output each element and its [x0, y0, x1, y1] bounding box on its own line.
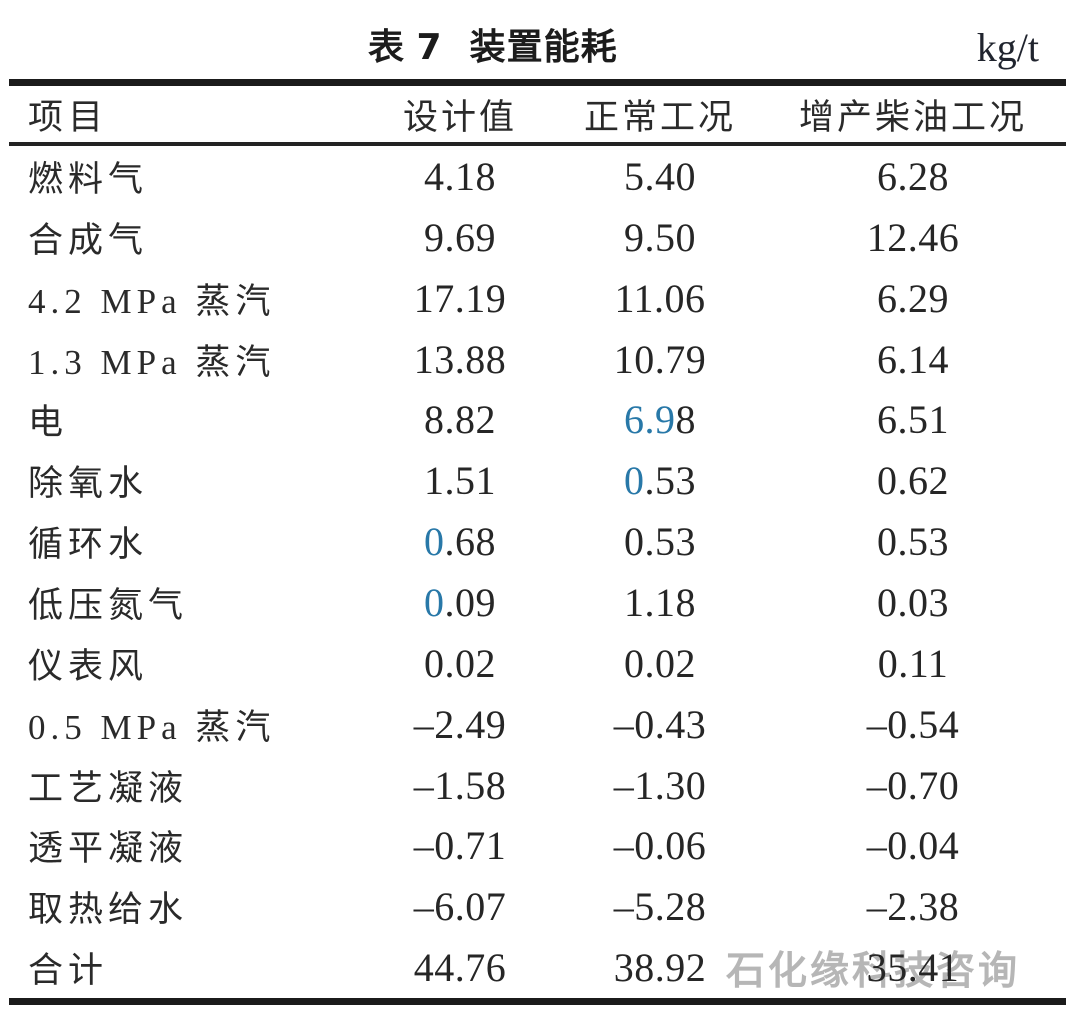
table-row: 透平凝液 –0.71 –0.06 –0.04	[9, 815, 1066, 876]
cell-value: 6.51	[877, 397, 949, 443]
table-header-row: 项目 设计值 正常工况 增产柴油工况	[9, 79, 1066, 146]
cell-value: 6.14	[877, 336, 949, 382]
cell-value: 9.69	[424, 214, 496, 260]
cell-value: 5.40	[624, 153, 696, 199]
cell-value: 12.46	[866, 214, 960, 260]
cell-value: –0.54	[866, 701, 960, 747]
cell-value: –2.49	[413, 701, 507, 747]
table-row: 电 8.82 6.98 6.51	[9, 389, 1066, 450]
row-label: 合成气	[28, 220, 149, 260]
column-header-design-value: 设计值	[402, 97, 517, 137]
cell-value: 38.92	[613, 945, 707, 991]
cell-value: –0.70	[866, 762, 960, 808]
table-row: 1.3 MPa 蒸汽 13.88 10.79 6.14	[9, 329, 1066, 390]
table-row: 燃料气 4.18 5.40 6.28	[9, 146, 1066, 207]
cell-value: –0.06	[613, 823, 707, 869]
cell-value: –0.43	[613, 701, 707, 747]
table-title-text: 装置能耗	[469, 27, 618, 68]
table-row: 工艺凝液 –1.58 –1.30 –0.70	[9, 755, 1066, 816]
cell-value: 0.62	[877, 458, 949, 504]
cell-value: –1.30	[613, 762, 707, 808]
row-label: 0.5 MPa 蒸汽	[28, 707, 276, 747]
watermark-text: 石化缘科技咨询	[726, 950, 1021, 993]
row-label: 燃料气	[28, 159, 149, 199]
table-row: 4.2 MPa 蒸汽 17.19 11.06 6.29	[9, 268, 1066, 329]
table-row: 除氧水 1.51 0.53 0.62	[9, 450, 1066, 511]
table-row: 循环水 0.68 0.53 0.53	[9, 511, 1066, 572]
table-number: 表 7	[368, 27, 442, 68]
cell-value: 35.41	[866, 945, 960, 991]
accent-tinted-digits: 0	[424, 579, 445, 625]
table-row: 合计 44.76 38.92 35.41	[9, 937, 1066, 998]
table-row: 仪表风 0.02 0.02 0.11	[9, 633, 1066, 694]
column-header-item: 项目	[28, 97, 109, 137]
cell-value: 44.76	[413, 945, 507, 991]
accent-tinted-digits: 0	[424, 519, 445, 565]
cell-value: 4.18	[424, 153, 496, 199]
cell-value: 6.29	[877, 275, 949, 321]
table-body: 燃料气 4.18 5.40 6.28 合成气 9.69 9.50 12.46 4.2 MPa 蒸…	[9, 146, 1066, 1006]
row-label: 仪表风	[28, 646, 149, 686]
cell-value: –2.38	[866, 884, 960, 930]
cell-value: 1.18	[624, 579, 696, 625]
accent-tinted-digits: 6.9	[624, 397, 676, 443]
cell-value: –0.04	[866, 823, 960, 869]
accent-tinted-digits: 0	[624, 458, 645, 504]
row-label: 电	[28, 403, 69, 443]
cell-value: 9.50	[624, 214, 696, 260]
row-label: 取热给水	[28, 890, 189, 930]
table-row: 取热给水 –6.07 –5.28 –2.38	[9, 876, 1066, 937]
cell-value: 11.06	[614, 275, 706, 321]
energy-consumption-table: 项目 设计值 正常工况 增产柴油工况 燃料气 4.18 5.40 6.28 合成气 9.6…	[9, 79, 1066, 1006]
row-label: 4.2 MPa 蒸汽	[28, 281, 276, 321]
row-label: 合计	[28, 951, 109, 991]
column-header-diesel-condition: 增产柴油工况	[798, 97, 1027, 137]
cell-value: 1.51	[424, 458, 496, 504]
table-row: 合成气 9.69 9.50 12.46	[9, 207, 1066, 268]
cell-value: –6.07	[413, 884, 507, 930]
table-row: 0.5 MPa 蒸汽 –2.49 –0.43 –0.54	[9, 694, 1066, 755]
row-label: 透平凝液	[28, 829, 189, 869]
cell-value: 0.68	[424, 519, 496, 565]
cell-value: 0.03	[877, 579, 949, 625]
cell-value: –1.58	[413, 762, 507, 808]
row-label: 低压氮气	[28, 585, 189, 625]
row-label: 工艺凝液	[28, 768, 189, 808]
cell-value: 0.53	[877, 519, 949, 565]
row-label: 除氧水	[28, 464, 149, 504]
cell-value: –5.28	[613, 884, 707, 930]
table-row: 低压氮气 0.09 1.18 0.03	[9, 572, 1066, 633]
cell-value: 0.09	[424, 579, 496, 625]
row-label: 循环水	[28, 525, 149, 565]
column-header-normal-condition: 正常工况	[583, 97, 736, 137]
cell-value: 6.28	[877, 153, 949, 199]
cell-value: 0.11	[877, 640, 949, 686]
row-label: 1.3 MPa 蒸汽	[28, 342, 276, 382]
cell-value: –0.71	[413, 823, 507, 869]
cell-value: 17.19	[413, 275, 507, 321]
cell-value: 10.79	[613, 336, 707, 382]
cell-value: 0.02	[424, 640, 496, 686]
table-title: 表 7 装置能耗	[368, 28, 618, 68]
cell-value: 0.53	[624, 519, 696, 565]
cell-value: 8.82	[424, 397, 496, 443]
unit-label: kg/t	[976, 25, 1039, 70]
cell-value: 13.88	[413, 336, 507, 382]
cell-value: 0.02	[624, 640, 696, 686]
cell-value: 0.53	[624, 458, 696, 504]
table-caption: 表 7 装置能耗 kg/t	[0, 12, 1075, 74]
cell-value: 6.98	[624, 397, 696, 443]
